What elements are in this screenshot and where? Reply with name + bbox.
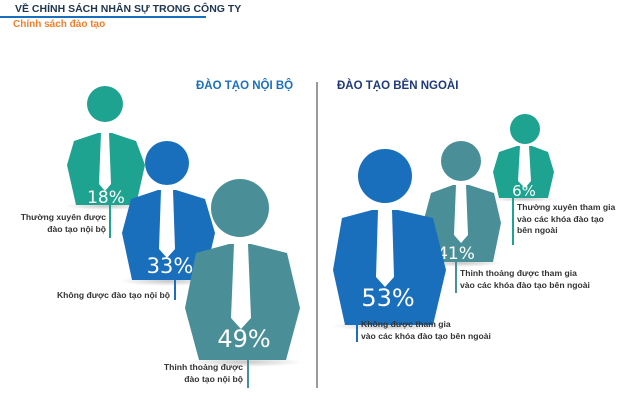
person-icon-external-53: 53%: [331, 149, 447, 342]
label-external-41: Thỉnh thoảng được tham gia vào các khóa …: [460, 268, 590, 290]
person-icon-internal-18: 18%: [64, 86, 148, 238]
label-internal-33: Không được đào tạo nội bộ: [56, 290, 170, 300]
label-internal-49: Thỉnh thoảng được đào tạo nội bộ: [163, 362, 243, 384]
person-icon-internal-49: 49%: [185, 179, 302, 388]
person-icon-internal-33: 33%: [120, 141, 216, 300]
label-internal-18: Thường xuyên được đào tạo nội bộ: [20, 212, 106, 234]
value-internal-49: 49%: [217, 325, 270, 353]
section-divider: [316, 82, 318, 388]
person-icon-external-41: 41%: [422, 141, 502, 293]
page-title: VỀ CHÍNH SÁCH NHÂN SỰ TRONG CÔNG TY: [15, 3, 242, 15]
label-external-53: Không được tham gia vào các khóa đào tạo…: [361, 319, 491, 341]
value-external-41: 41%: [437, 244, 475, 264]
label-external-6: Thường xuyên tham gia vào các khóa đào t…: [517, 202, 616, 235]
page-subtitle: Chính sách đào tạo: [13, 19, 106, 30]
value-internal-33: 33%: [147, 254, 194, 278]
value-external-6: 6%: [512, 182, 536, 200]
value-internal-18: 18%: [87, 188, 125, 208]
section-heading-external: ĐÀO TẠO BÊN NGOÀI: [337, 80, 459, 92]
title-underline: [0, 16, 206, 18]
person-icon-external-6: 6%: [492, 114, 556, 245]
section-heading-internal: ĐÀO TẠO NỘI BỘ: [196, 80, 294, 92]
value-external-53: 53%: [361, 284, 414, 312]
